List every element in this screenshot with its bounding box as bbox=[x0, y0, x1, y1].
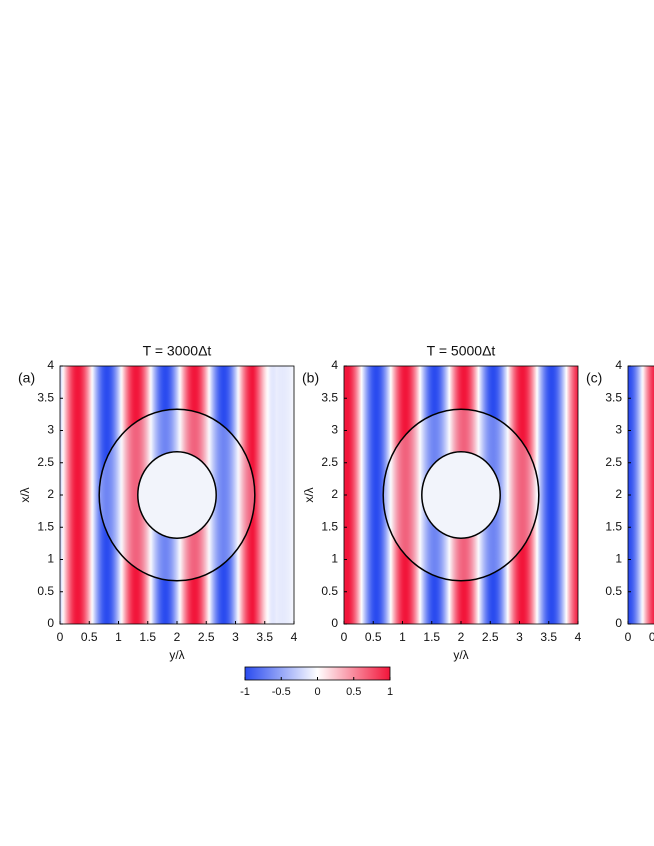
panel-label: (c) bbox=[586, 370, 602, 386]
y-tick-label: 0 bbox=[331, 616, 338, 630]
circle-boundary bbox=[98, 408, 256, 582]
x-tick-label: 1 bbox=[399, 630, 406, 644]
y-tick-label: 3 bbox=[47, 423, 54, 437]
x-tick-label: 4 bbox=[291, 630, 298, 644]
circle-boundary bbox=[137, 451, 217, 539]
x-tick-label: 3.5 bbox=[540, 630, 557, 644]
region-fill bbox=[137, 451, 217, 539]
x-tick-label: 3 bbox=[516, 630, 523, 644]
y-tick-label: 1.5 bbox=[321, 519, 338, 533]
y-tick-label: 0.5 bbox=[321, 584, 338, 598]
x-tick-label: 0.5 bbox=[649, 630, 654, 644]
colorbar-tick-label: 1 bbox=[387, 686, 393, 698]
y-tick-label: 2 bbox=[47, 487, 54, 501]
x-tick-label: 0.5 bbox=[81, 630, 98, 644]
region-fill bbox=[421, 451, 501, 539]
y-tick-label: 3.5 bbox=[605, 390, 622, 404]
panel-label: (a) bbox=[18, 370, 35, 386]
colorbar-tick-label: -1 bbox=[240, 686, 250, 698]
colorbar-tick-label: -0.5 bbox=[272, 686, 291, 698]
x-tick-label: 2.5 bbox=[198, 630, 215, 644]
y-tick-label: 2.5 bbox=[605, 455, 622, 469]
y-tick-label: 2 bbox=[331, 487, 338, 501]
y-tick-label: 1.5 bbox=[605, 519, 622, 533]
x-tick-label: 0 bbox=[57, 630, 64, 644]
field bbox=[628, 366, 654, 624]
x-tick-label: 0 bbox=[341, 630, 348, 644]
y-tick-label: 1 bbox=[615, 552, 622, 566]
x-tick-label: 2 bbox=[174, 630, 181, 644]
y-tick-label: 0.5 bbox=[605, 584, 622, 598]
circle-boundary bbox=[382, 408, 540, 582]
x-axis-label: y/λ bbox=[169, 648, 184, 662]
x-tick-label: 4 bbox=[575, 630, 582, 644]
y-tick-label: 1 bbox=[47, 552, 54, 566]
x-tick-label: 2 bbox=[458, 630, 465, 644]
y-tick-label: 1 bbox=[331, 552, 338, 566]
y-tick-label: 3 bbox=[615, 423, 622, 437]
y-tick-label: 0.5 bbox=[37, 584, 54, 598]
circle-boundary bbox=[421, 451, 501, 539]
y-tick-label: 3.5 bbox=[37, 390, 54, 404]
x-axis-label: y/λ bbox=[453, 648, 468, 662]
y-tick-label: 4 bbox=[615, 358, 622, 372]
y-tick-label: 0 bbox=[47, 616, 54, 630]
panel-title: T = 5000Δt bbox=[427, 343, 496, 359]
x-tick-label: 3.5 bbox=[256, 630, 273, 644]
panel-title: T = 3000Δt bbox=[143, 343, 212, 359]
x-tick-label: 1.5 bbox=[139, 630, 156, 644]
colorbar-tick-label: 0.5 bbox=[346, 686, 361, 698]
y-axis-label: x/λ bbox=[18, 487, 32, 502]
y-tick-label: 3.5 bbox=[321, 390, 338, 404]
x-tick-label: 0 bbox=[625, 630, 632, 644]
panel-label: (b) bbox=[302, 370, 319, 386]
x-tick-label: 2.5 bbox=[482, 630, 499, 644]
y-tick-label: 3 bbox=[331, 423, 338, 437]
x-tick-label: 1 bbox=[115, 630, 122, 644]
y-tick-label: 1.5 bbox=[37, 519, 54, 533]
x-tick-label: 3 bbox=[232, 630, 239, 644]
colorbar-tick-label: 0 bbox=[314, 686, 320, 698]
y-tick-label: 2.5 bbox=[321, 455, 338, 469]
x-tick-label: 0.5 bbox=[365, 630, 382, 644]
x-tick-label: 1.5 bbox=[423, 630, 440, 644]
y-tick-label: 0 bbox=[615, 616, 622, 630]
y-tick-label: 2 bbox=[615, 487, 622, 501]
y-tick-label: 4 bbox=[331, 358, 338, 372]
y-axis-label: x/λ bbox=[302, 487, 316, 502]
y-tick-label: 4 bbox=[47, 358, 54, 372]
y-tick-label: 2.5 bbox=[37, 455, 54, 469]
